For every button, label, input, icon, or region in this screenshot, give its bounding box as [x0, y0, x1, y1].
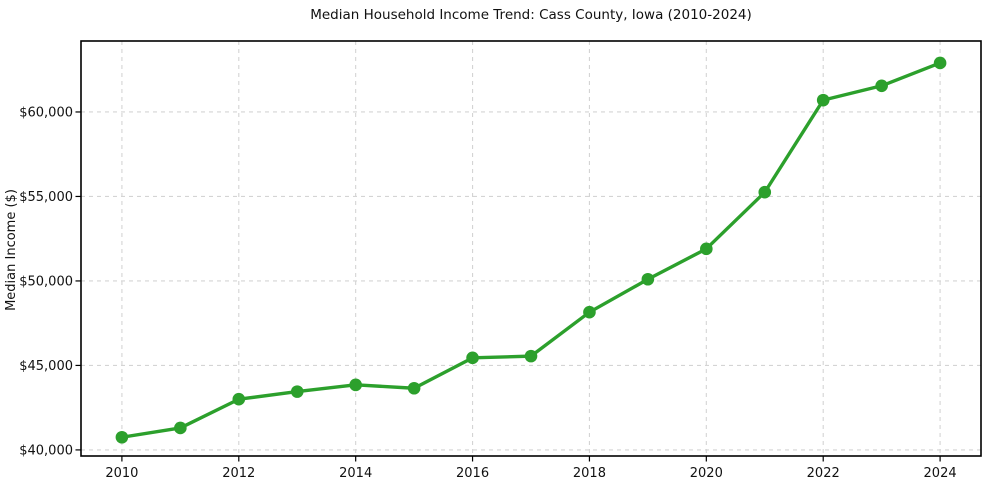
- data-point-2012: [232, 392, 246, 406]
- data-point-2022: [816, 93, 830, 107]
- data-point-2020: [700, 242, 713, 256]
- x-tick-label: 2014: [339, 466, 372, 481]
- y-tick-label: $60,000: [19, 105, 73, 120]
- y-tick-label: $40,000: [19, 443, 73, 458]
- data-point-2010: [115, 430, 129, 444]
- x-tick-label: 2012: [222, 466, 255, 481]
- x-tick-label: 2022: [807, 466, 840, 481]
- data-point-2019: [641, 272, 655, 286]
- y-tick-label: $50,000: [19, 274, 73, 289]
- data-point-2014: [349, 378, 362, 392]
- data-point-2016: [466, 351, 479, 365]
- data-point-2011: [174, 421, 187, 435]
- plot-border: [80, 40, 982, 457]
- data-point-2015: [407, 381, 421, 395]
- x-tick-label: 2020: [690, 466, 723, 481]
- y-tick-label: $45,000: [19, 359, 73, 374]
- x-tick-label: 2016: [456, 466, 489, 481]
- data-point-2017: [524, 349, 538, 363]
- data-point-2013: [290, 385, 304, 398]
- data-point-2023: [875, 79, 888, 93]
- chart-title: Median Household Income Trend: Cass Coun…: [310, 7, 752, 23]
- data-point-2024: [933, 56, 947, 70]
- y-tick-label: $55,000: [19, 190, 73, 205]
- x-tick-label: 2010: [105, 466, 138, 481]
- data-point-2018: [583, 305, 596, 319]
- trend-line: [120, 61, 942, 439]
- x-tick-label: 2018: [573, 466, 606, 481]
- data-point-2021: [758, 185, 772, 199]
- y-axis-label: Median Income ($): [4, 189, 19, 311]
- x-tick-label: 2024: [924, 466, 957, 481]
